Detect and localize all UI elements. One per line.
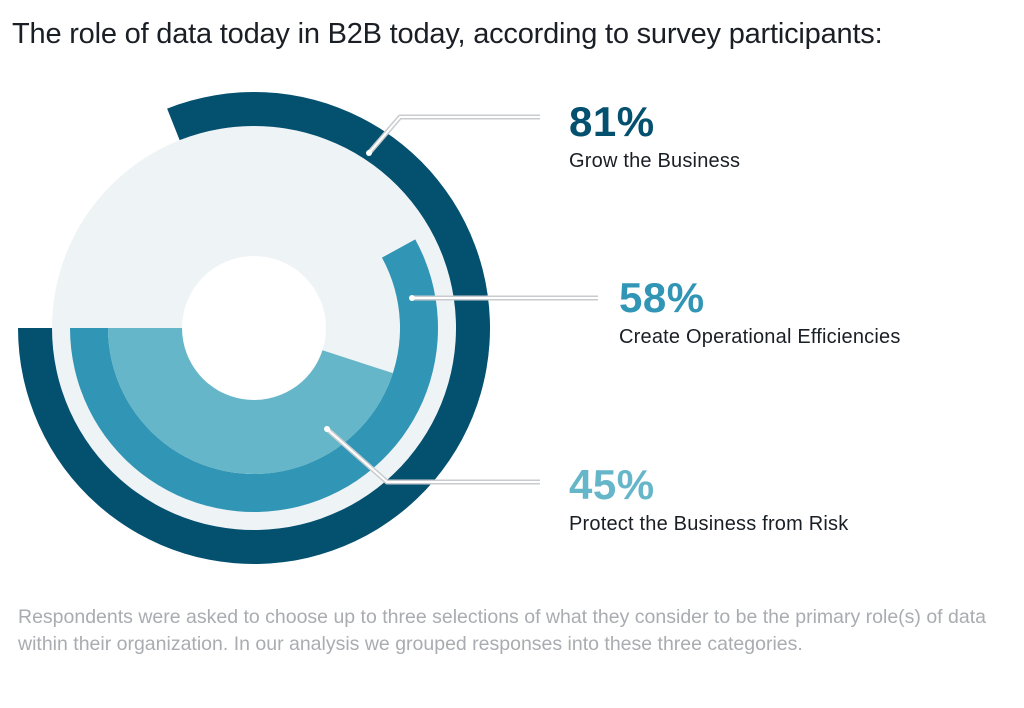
footnote: Respondents were asked to choose up to t…	[18, 606, 986, 655]
value-label-risk: 45%	[569, 461, 655, 508]
chart-title: The role of data today in B2B today, acc…	[12, 18, 883, 50]
value-label-grow: 81%	[569, 98, 655, 145]
category-label-grow: Grow the Business	[569, 150, 741, 172]
category-label-risk: Protect the Business from Risk	[569, 513, 849, 535]
leader-dot-efficiency	[409, 295, 415, 301]
value-label-efficiency: 58%	[619, 274, 705, 321]
leader-dot-risk	[324, 426, 330, 432]
leader-line-inner-grow	[368, 116, 540, 154]
bar-risk	[108, 328, 393, 474]
leader-line-inner-risk	[326, 428, 540, 483]
category-label-efficiency: Create Operational Efficiencies	[619, 326, 901, 348]
leader-dot-grow	[366, 150, 372, 156]
